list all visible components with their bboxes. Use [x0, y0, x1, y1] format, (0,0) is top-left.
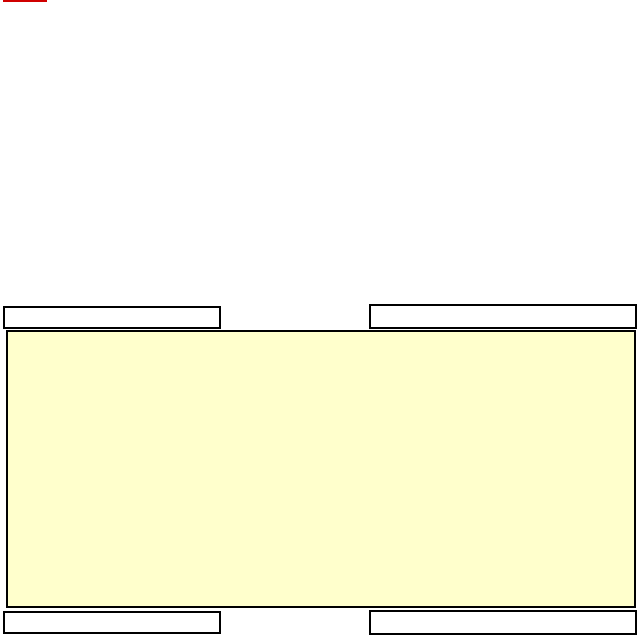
banner-weighted-avg-price [3, 611, 221, 634]
banner-pf212-price [369, 304, 637, 329]
chart-canvas [8, 332, 634, 606]
banner-open-interest [369, 610, 637, 635]
banner-index-price [3, 306, 221, 329]
chart-panel [6, 330, 636, 608]
red-top-border-stub [3, 0, 47, 2]
